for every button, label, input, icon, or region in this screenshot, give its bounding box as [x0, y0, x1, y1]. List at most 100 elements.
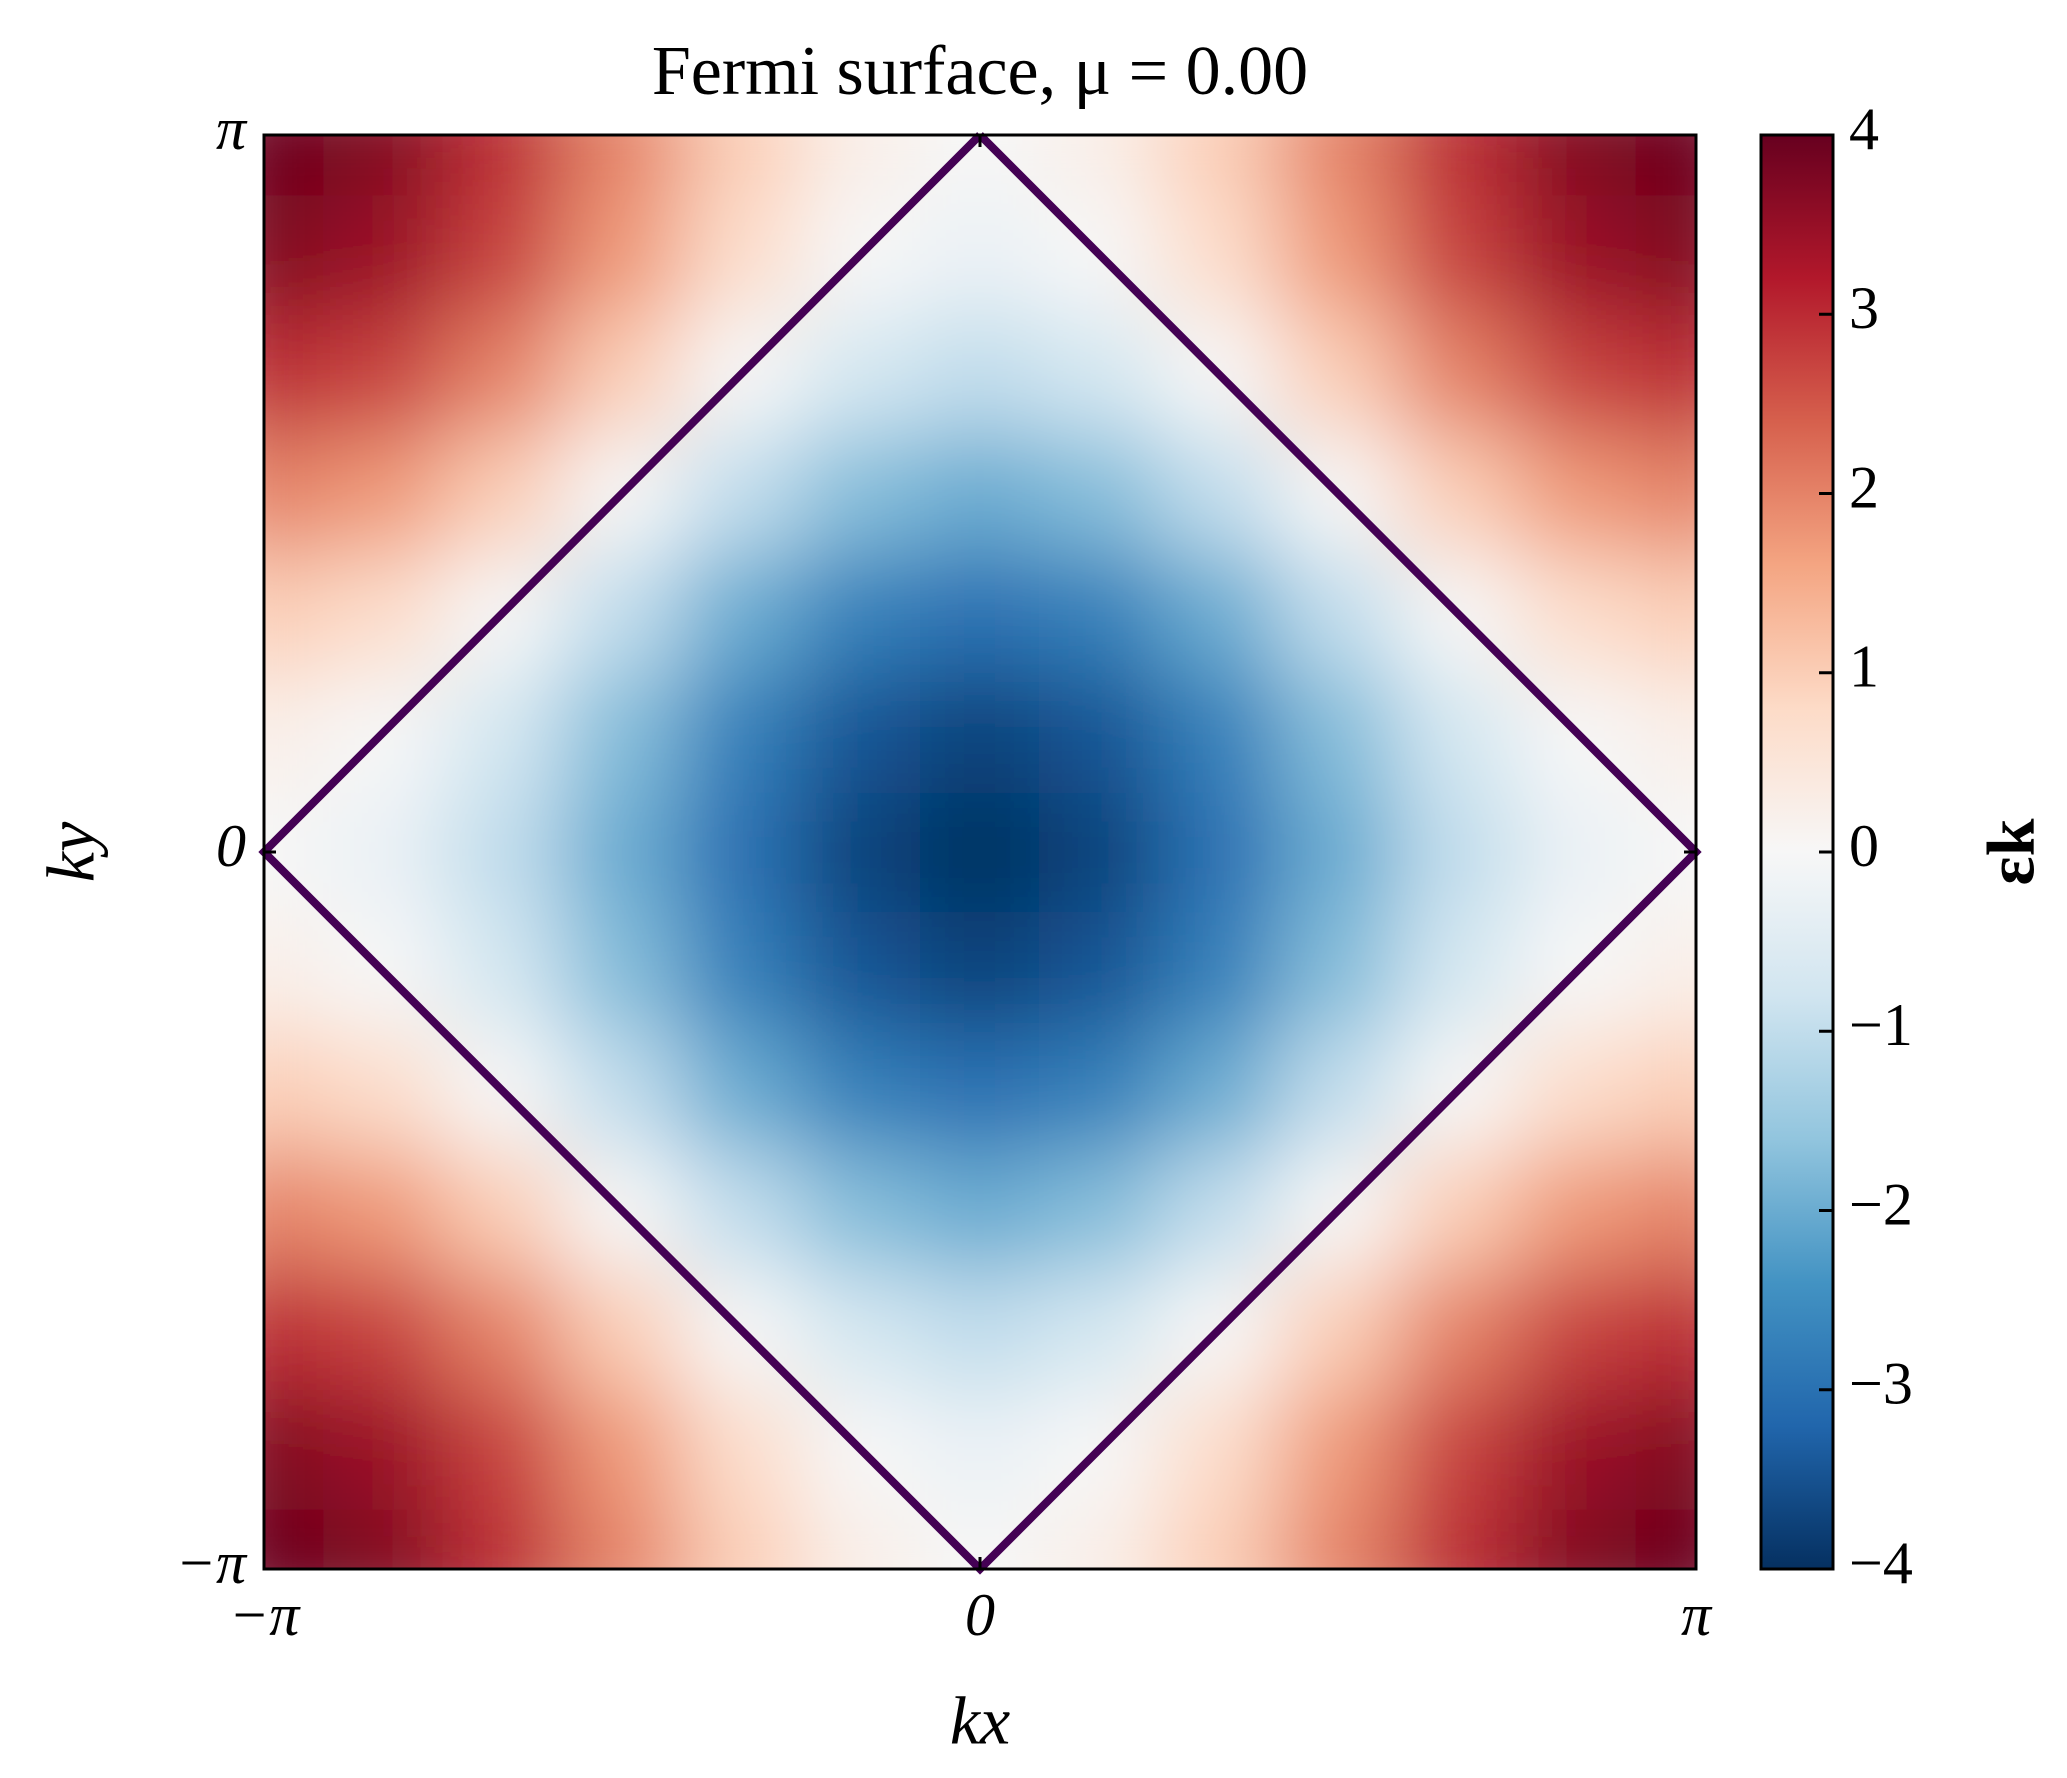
y-axis-label: ky	[33, 821, 109, 882]
heatmap-cell	[919, 1389, 1041, 1510]
heatmap-cell	[800, 1030, 921, 1152]
heatmap-cell	[919, 194, 1041, 315]
heatmap-cell	[264, 194, 325, 315]
heatmap-cell	[1039, 1030, 1160, 1152]
heatmap-cell	[1158, 433, 1279, 554]
heatmap-cell	[1635, 433, 1696, 554]
heatmap-cell	[681, 433, 802, 554]
heatmap-cell	[264, 1389, 325, 1510]
heatmap-cell	[1397, 791, 1518, 913]
heatmap-cell	[1277, 1030, 1399, 1152]
heatmap-cell	[1158, 194, 1279, 315]
heatmap-cell	[442, 1389, 563, 1510]
heatmap-cell	[1039, 1508, 1160, 1569]
heatmap-cell	[323, 1269, 444, 1391]
heatmap-cell	[1516, 194, 1637, 315]
heatmap-cell	[919, 313, 1041, 435]
heatmap-cell	[561, 1269, 683, 1391]
heatmap-cell	[561, 1508, 683, 1569]
heatmap-cell	[1158, 1150, 1279, 1271]
heatmap-cell	[1397, 135, 1518, 196]
heatmap-cell	[442, 1269, 563, 1391]
heatmap-cell	[800, 672, 921, 793]
colorbar-label: εk	[1973, 818, 2049, 885]
heatmap-cell	[1158, 1508, 1279, 1569]
heatmap-cell	[323, 135, 444, 196]
heatmap-cell	[1635, 552, 1696, 674]
heatmap-cell	[323, 791, 444, 913]
heatmap-cell	[1516, 1508, 1637, 1569]
heatmap-cell	[264, 552, 325, 674]
colorbar-tick-label: 2	[1849, 454, 1879, 520]
heatmap-cell	[561, 672, 683, 793]
heatmap-cell	[1516, 135, 1637, 196]
heatmap-cell	[561, 552, 683, 674]
heatmap-cell	[323, 1389, 444, 1510]
heatmap-cell	[442, 791, 563, 913]
heatmap-cell	[561, 313, 683, 435]
heatmap-cell	[1635, 1508, 1696, 1569]
x-axis-label: kx	[950, 1683, 1010, 1759]
heatmap-cell	[1039, 911, 1160, 1032]
heatmap-cell	[800, 911, 921, 1032]
heatmap-cell	[1516, 1269, 1637, 1391]
heatmap-cell	[561, 911, 683, 1032]
heatmap-cell	[442, 1150, 563, 1271]
heatmap-cell	[1039, 1150, 1160, 1271]
heatmap-cell	[1158, 135, 1279, 196]
heatmap-cell	[1397, 1508, 1518, 1569]
heatmap-cell	[323, 1150, 444, 1271]
heatmap-cell	[1516, 552, 1637, 674]
heatmap-cells	[264, 135, 1696, 1569]
heatmap-cell	[919, 1150, 1041, 1271]
heatmap-cell	[1635, 1269, 1696, 1391]
heatmap-cell	[264, 313, 325, 435]
heatmap-cell	[561, 194, 683, 315]
overlay: −π 0 π −π 0 π −4 −3 −2 −1 0 1 2 3 4	[175, 96, 1912, 1648]
heatmap-cell	[1277, 1389, 1399, 1510]
heatmap-cell	[800, 433, 921, 554]
heatmap-cell	[561, 1030, 683, 1152]
chart-title: Fermi surface, μ = 0.00	[652, 33, 1308, 110]
heatmap-cell	[1397, 672, 1518, 793]
heatmap-cell	[264, 911, 325, 1032]
heatmap-area	[264, 135, 1696, 1569]
heatmap-cell	[1516, 1150, 1637, 1271]
colorbar-tick-label: −4	[1849, 1530, 1913, 1596]
heatmap-cell	[1397, 313, 1518, 435]
heatmap-cell	[1039, 672, 1160, 793]
heatmap-cell	[323, 313, 444, 435]
heatmap-cell	[1158, 1030, 1279, 1152]
heatmap-cell	[800, 1508, 921, 1569]
heatmap-cell	[681, 672, 802, 793]
heatmap-cell	[323, 552, 444, 674]
heatmap-cell	[1039, 433, 1160, 554]
heatmap-cell	[442, 433, 563, 554]
heatmap-cell	[1397, 1269, 1518, 1391]
heatmap-cell	[800, 313, 921, 435]
heatmap-cell	[1158, 552, 1279, 674]
heatmap-cell	[1158, 1389, 1279, 1510]
heatmap-cell	[1516, 791, 1637, 913]
heatmap-cell	[1516, 313, 1637, 435]
heatmap-cell	[800, 1269, 921, 1391]
heatmap-cell	[1397, 1150, 1518, 1271]
y-tick-label: π	[216, 96, 248, 162]
heatmap-cell	[919, 1030, 1041, 1152]
heatmap-cell	[1277, 911, 1399, 1032]
heatmap-cell	[264, 1269, 325, 1391]
heatmap-cell	[561, 1389, 683, 1510]
heatmap-cell	[1635, 1030, 1696, 1152]
heatmap-cell	[1039, 791, 1160, 913]
heatmap-cell	[919, 911, 1041, 1032]
heatmap-cell	[681, 194, 802, 315]
colorbar-tick-label: −3	[1849, 1351, 1913, 1417]
colorbar-tick-label: −1	[1849, 992, 1913, 1058]
heatmap-cell	[1635, 1150, 1696, 1271]
heatmap-cell	[264, 1150, 325, 1271]
heatmap-cell	[1158, 672, 1279, 793]
heatmap-cell	[800, 791, 921, 913]
heatmap-cell	[919, 433, 1041, 554]
heatmap-cell	[1635, 194, 1696, 315]
